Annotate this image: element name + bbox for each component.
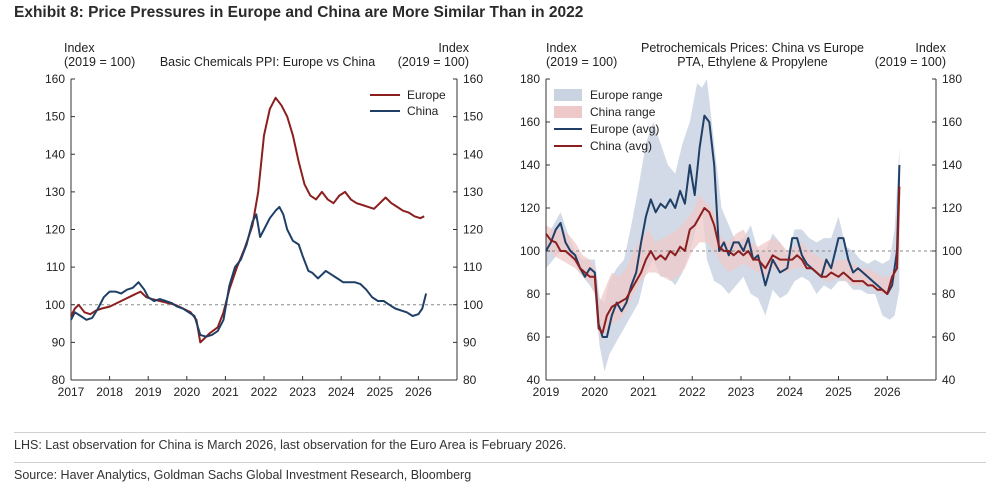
- legend-label-europe-avg: Europe (avg): [590, 122, 659, 136]
- left-axis-label-line1: Index: [64, 41, 95, 55]
- y-tick-label-left: 130: [45, 185, 65, 199]
- x-tick-label: 2023: [289, 385, 316, 399]
- x-tick-label: 2019: [135, 385, 162, 399]
- y-tick-label-left: 150: [45, 110, 65, 124]
- x-tick-label: 2024: [776, 385, 803, 399]
- y-tick-label-right: 90: [463, 335, 477, 349]
- y-tick-label-right: 100: [942, 244, 962, 258]
- y-tick-label-left: 120: [45, 223, 65, 237]
- chart-basic-chemicals-ppi: 80 80 90 90 100 100 110 110 120 120 130 130 140 140 15…: [45, 72, 483, 399]
- x-tick-label: 2018: [96, 385, 123, 399]
- chart-subtitle: PTA, Ethylene & Propylene: [677, 55, 828, 69]
- divider-top: [14, 432, 986, 433]
- y-tick-label-left: 180: [520, 72, 540, 86]
- y-tick-label-right: 40: [942, 373, 956, 387]
- x-tick-label: 2023: [728, 385, 755, 399]
- x-tick-label: 2020: [581, 385, 608, 399]
- europe-range-band: [546, 79, 900, 372]
- x-tick-label: 2019: [533, 385, 560, 399]
- right-axis-label-line1: Index: [915, 41, 946, 55]
- chart-panel-petrochemicals: Index (2019 = 100) Petrochemicals Prices…: [510, 34, 996, 406]
- right-axis-label-line1: Index: [438, 41, 469, 55]
- source-note: Source: Haver Analytics, Goldman Sachs G…: [14, 468, 472, 482]
- y-tick-label-right: 130: [463, 185, 483, 199]
- right-axis-label-line2: (2019 = 100): [397, 55, 469, 69]
- y-tick-label-left: 80: [52, 373, 66, 387]
- series-line-china-avg: [545, 186, 901, 334]
- right-axis-label-line2: (2019 = 100): [874, 55, 946, 69]
- x-tick-label: 2021: [630, 385, 657, 399]
- y-tick-label-right: 140: [463, 147, 483, 161]
- y-tick-label-left: 60: [527, 330, 541, 344]
- y-tick-label-right: 120: [463, 223, 483, 237]
- y-tick-label-left: 120: [520, 201, 540, 215]
- y-tick-label-right: 80: [942, 287, 956, 301]
- legend-label-europe-range: Europe range: [590, 88, 663, 102]
- x-tick-label: 2021: [212, 385, 239, 399]
- y-tick-label-left: 80: [527, 287, 541, 301]
- y-tick-label-right: 150: [463, 110, 483, 124]
- y-tick-label-left: 140: [520, 158, 540, 172]
- y-tick-label-right: 160: [463, 72, 483, 86]
- y-tick-label-right: 100: [463, 298, 483, 312]
- x-tick-label: 2025: [366, 385, 393, 399]
- x-tick-label: 2020: [173, 385, 200, 399]
- y-tick-label-left: 160: [520, 115, 540, 129]
- x-tick-label: 2022: [251, 385, 278, 399]
- x-tick-label: 2025: [825, 385, 852, 399]
- left-axis-label-line1: Index: [546, 41, 577, 55]
- x-tick-label: 2022: [679, 385, 706, 399]
- y-tick-label-right: 140: [942, 158, 962, 172]
- legend-swatch-europe-range: [554, 89, 582, 101]
- footnote-lhs: LHS: Last observation for China is March…: [14, 438, 567, 452]
- y-tick-label-left: 140: [45, 147, 65, 161]
- spacer: [0, 406, 1000, 434]
- y-tick-label-right: 180: [942, 72, 962, 86]
- y-tick-label-left: 100: [45, 298, 65, 312]
- chart-panel-basic-chemicals: Index (2019 = 100) Basic Chemicals PPI: …: [14, 34, 500, 406]
- y-tick-label-left: 160: [45, 72, 65, 86]
- legend-label-china-range: China range: [590, 105, 656, 119]
- series-line-china: [70, 205, 428, 338]
- x-tick-label: 2017: [58, 385, 85, 399]
- chart-title: Petrochemicals Prices: China vs Europe: [640, 41, 864, 55]
- divider-bottom: [14, 462, 986, 463]
- y-tick-label-right: 80: [463, 373, 477, 387]
- legend-swatch-china-range: [554, 106, 582, 118]
- series-line-europe: [70, 96, 425, 344]
- y-tick-label-left: 40: [527, 373, 541, 387]
- y-tick-label-right: 120: [942, 201, 962, 215]
- chart-petrochemicals-prices: 40 40 60 60 80 80 100 100 120 120 140 140 160 160 180 1…: [520, 72, 962, 399]
- left-axis-label-line2: (2019 = 100): [546, 55, 618, 69]
- legend-label-china-avg: China (avg): [590, 139, 652, 153]
- china-range-band: [546, 177, 900, 342]
- y-tick-label-left: 90: [52, 335, 66, 349]
- y-tick-label-right: 60: [942, 330, 956, 344]
- series-line-europe-avg: [545, 114, 901, 338]
- legend-label-europe: Europe: [407, 88, 446, 102]
- chart-title: Basic Chemicals PPI: Europe vs China: [159, 55, 376, 69]
- exhibit-title: Exhibit 8: Price Pressures in Europe and…: [14, 4, 584, 21]
- legend-label-china: China: [407, 104, 439, 118]
- x-tick-label: 2026: [874, 385, 901, 399]
- y-tick-label-right: 160: [942, 115, 962, 129]
- x-tick-label: 2026: [405, 385, 432, 399]
- x-tick-label: 2024: [328, 385, 355, 399]
- y-tick-label-left: 100: [520, 244, 540, 258]
- y-tick-label-left: 110: [46, 260, 65, 274]
- y-tick-label-right: 110: [463, 260, 482, 274]
- left-axis-label-line2: (2019 = 100): [64, 55, 136, 69]
